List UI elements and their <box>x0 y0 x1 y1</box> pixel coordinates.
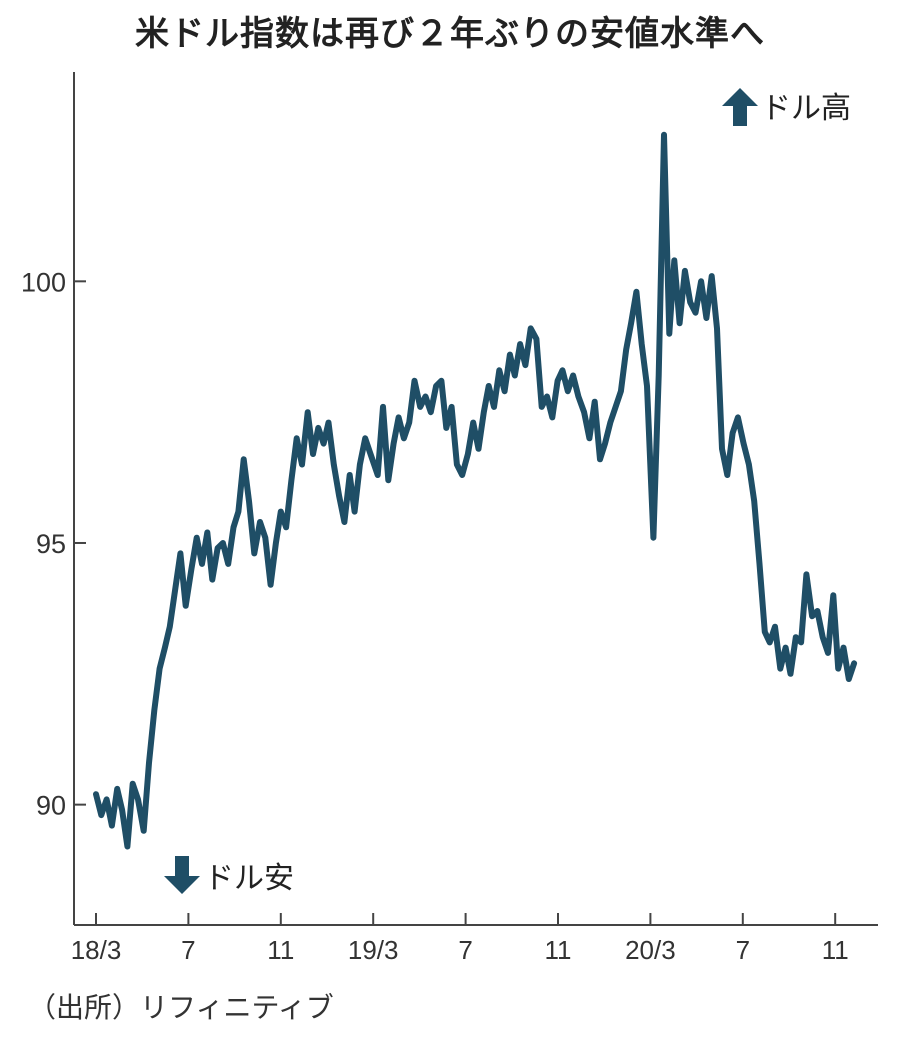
annotation-dollar-low-label: ドル安 <box>204 861 294 896</box>
down-arrow-icon <box>164 856 200 894</box>
x-tick-label: 18/3 <box>71 935 122 965</box>
dollar-index-line <box>93 131 858 850</box>
x-tick-label: 7 <box>458 935 472 965</box>
y-axis-ticks: 90 95 100 <box>21 267 86 821</box>
x-tick-label: 11 <box>545 935 572 965</box>
source-note: （出所）リフィニティブ <box>28 991 334 1024</box>
y-tick-label: 100 <box>21 267 66 297</box>
x-tick-label: 7 <box>736 935 750 965</box>
x-tick-label: 19/3 <box>348 935 399 965</box>
x-tick-label: 20/3 <box>625 935 676 965</box>
x-axis-ticks: 18/3 7 11 19/3 7 11 20/3 7 11 <box>71 913 849 965</box>
annotation-dollar-high: ドル高 <box>722 88 851 126</box>
annotation-dollar-low: ドル安 <box>164 856 294 896</box>
annotation-dollar-high-label: ドル高 <box>761 91 851 126</box>
up-arrow-icon <box>722 88 758 126</box>
x-tick-label: 11 <box>267 935 294 965</box>
x-tick-label: 11 <box>822 935 849 965</box>
chart-title: 米ドル指数は再び２年ぶりの安値水準へ <box>135 14 765 54</box>
y-tick-label: 95 <box>36 529 66 559</box>
y-tick-label: 90 <box>36 791 66 821</box>
x-tick-label: 7 <box>181 935 195 965</box>
